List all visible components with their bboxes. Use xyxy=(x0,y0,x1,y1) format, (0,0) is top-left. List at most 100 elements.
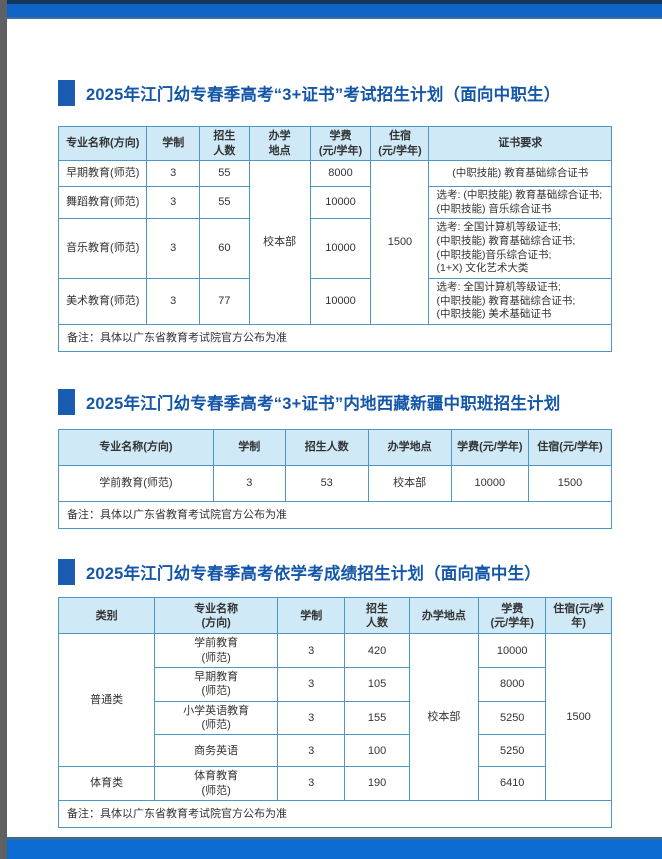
cell-tuition: 10000 xyxy=(309,185,372,220)
cell-years: 3 xyxy=(212,465,286,503)
cell-dorm-merged: 1500 xyxy=(545,633,612,801)
cell-years: 3 xyxy=(146,160,200,187)
cell-enrollment: 77 xyxy=(199,277,250,325)
header-cell-years: 学制 xyxy=(146,126,200,161)
table-header-row: 专业名称(方向) 学制 招生人数 办学地点 学费(元/学年) 住宿(元/学年) xyxy=(58,429,612,467)
cell-enrollment: 190 xyxy=(344,766,410,801)
cell-campus-merged: 校本部 xyxy=(248,160,311,325)
cell-major: 早期教育 (师范) xyxy=(154,667,278,702)
cell-tuition: 8000 xyxy=(309,160,372,187)
table-header-row: 类别 专业名称 (方向) 学制 招生 人数 办学地点 学费 (元/学年) 住宿(… xyxy=(57,597,612,635)
cell-certificates: 选考: 全国计算机等级证书; (中职技能) 教育基础综合证书; (中职技能) 美… xyxy=(428,277,612,325)
cell-tuition: 10000 xyxy=(450,465,530,503)
table-remark-row: 备注：具体以广东省教育考试院官方公布为准 xyxy=(58,501,612,530)
header-cell-major: 专业名称(方向) xyxy=(57,126,148,161)
cell-years: 3 xyxy=(146,185,200,220)
cell-certificates: 选考: 全国计算机等级证书; (中职技能) 教育基础综合证书; (中职技能)音乐… xyxy=(428,218,612,279)
cell-tuition: 5250 xyxy=(478,700,547,736)
table-header-row: 专业名称(方向) 学制 招生 人数 办学 地点 学费 (元/学年) 住宿 (元/… xyxy=(57,126,612,161)
cell-enrollment: 155 xyxy=(344,700,410,736)
cell-years: 3 xyxy=(276,700,346,736)
top-blue-bar xyxy=(0,4,662,17)
cell-campus-merged: 校本部 xyxy=(408,633,480,801)
table-row: 体育类 体育教育 (师范) 3 190 6410 xyxy=(57,766,612,801)
header-cell-campus: 办学地点 xyxy=(367,429,452,467)
cell-major: 学前教育 (师范) xyxy=(154,633,278,669)
cell-enrollment: 100 xyxy=(344,734,410,768)
header-cell-enrollment: 招生 人数 xyxy=(199,126,250,161)
header-cell-tuition: 学费 (元/学年) xyxy=(309,126,372,161)
cell-enrollment: 53 xyxy=(284,465,369,503)
cell-tuition: 10000 xyxy=(478,633,547,669)
cell-dorm-merged: 1500 xyxy=(370,160,430,325)
table-row: 早期教育(师范) 3 55 校本部 8000 1500 (中职技能) 教育基础综… xyxy=(57,160,612,325)
section2-table: 专业名称(方向) 学制 招生人数 办学地点 学费(元/学年) 住宿(元/学年) … xyxy=(58,429,612,530)
cell-major: 体育教育 (师范) xyxy=(154,766,278,801)
header-cell-years: 学制 xyxy=(212,429,286,467)
top-blue-edge xyxy=(0,17,662,19)
cell-major: 美术教育(师范) xyxy=(57,277,148,325)
header-cell-major: 专业名称 (方向) xyxy=(154,597,278,635)
table-row: 普通类 学前教育 (师范) 3 420 校本部 10000 1500 xyxy=(57,633,612,801)
section1-title-row: 2025年江门幼专春季高考“3+证书”考试招生计划（面向中职生） xyxy=(58,78,612,108)
cell-category-general: 普通类 xyxy=(57,633,156,768)
remark-cell: 备注：具体以广东省教育考试院官方公布为准 xyxy=(58,799,612,829)
header-cell-enrollment: 招生 人数 xyxy=(344,597,410,635)
cell-enrollment: 105 xyxy=(344,667,410,702)
cell-major: 音乐教育(师范) xyxy=(57,218,148,279)
table-remark-row: 备注：具体以广东省教育考试院官方公布为准 xyxy=(58,799,612,829)
top-navy-line xyxy=(0,0,662,4)
cell-major: 舞蹈教育(师范) xyxy=(57,185,148,220)
table-row: 音乐教育(师范) 3 60 10000 选考: 全国计算机等级证书; (中职技能… xyxy=(57,218,612,279)
blue-square-bullet xyxy=(58,80,75,106)
section3-title: 2025年江门幼专春季高考依学考成绩招生计划（面向高中生） xyxy=(86,565,542,584)
bottom-blue-edge xyxy=(0,837,662,840)
header-cell-dorm: 住宿(元/学年) xyxy=(528,429,612,467)
table-row: 美术教育(师范) 3 77 10000 选考: 全国计算机等级证书; (中职技能… xyxy=(57,277,612,325)
table-row: 商务英语 3 100 5250 xyxy=(59,734,612,768)
cell-enrollment: 60 xyxy=(199,218,250,279)
page-bottom-banner xyxy=(0,837,662,859)
cell-certificates: (中职技能) 教育基础综合证书 xyxy=(428,160,612,187)
cell-certificates: 选考: (中职技能) 教育基础综合证书; (中职技能) 音乐综合证书 xyxy=(428,185,612,220)
section2-title-row: 2025年江门幼专春季高考“3+证书”内地西藏新疆中职班招生计划 xyxy=(58,387,612,417)
cell-enrollment: 420 xyxy=(344,633,410,669)
cell-years: 3 xyxy=(146,218,200,279)
cell-campus: 校本部 xyxy=(367,465,452,503)
bottom-blue-bar xyxy=(0,840,662,859)
section2-title: 2025年江门幼专春季高考“3+证书”内地西藏新疆中职班招生计划 xyxy=(86,395,561,414)
blue-square-bullet xyxy=(58,389,75,416)
cell-years: 3 xyxy=(276,766,346,801)
page-left-edge-strip xyxy=(0,0,7,859)
cell-major: 早期教育(师范) xyxy=(57,160,148,187)
cell-enrollment: 55 xyxy=(199,160,250,187)
table-row: 早期教育 (师范) 3 105 8000 xyxy=(59,667,612,702)
cell-years: 3 xyxy=(276,667,346,702)
header-cell-certificates: 证书要求 xyxy=(428,126,612,161)
table-row: 舞蹈教育(师范) 3 55 10000 选考: (中职技能) 教育基础综合证书;… xyxy=(57,185,612,220)
header-cell-dorm: 住宿 (元/学年) xyxy=(370,126,430,161)
header-cell-enrollment: 招生人数 xyxy=(284,429,369,467)
cell-category-sports: 体育类 xyxy=(57,766,156,801)
cell-years: 3 xyxy=(276,633,346,669)
section3-table: 类别 专业名称 (方向) 学制 招生 人数 办学地点 学费 (元/学年) 住宿(… xyxy=(57,597,612,829)
header-cell-category: 类别 xyxy=(57,597,156,635)
section3-title-row: 2025年江门幼专春季高考依学考成绩招生计划（面向高中生） xyxy=(58,557,612,587)
header-cell-dorm: 住宿(元/学年) xyxy=(545,597,612,635)
blue-square-bullet xyxy=(58,559,75,586)
header-cell-tuition: 学费(元/学年) xyxy=(450,429,530,467)
cell-enrollment: 55 xyxy=(199,185,250,220)
remark-cell: 备注：具体以广东省教育考试院官方公布为准 xyxy=(58,323,612,353)
cell-major: 小学英语教育 (师范) xyxy=(154,700,278,736)
cell-dorm: 1500 xyxy=(528,465,612,503)
cell-major: 学前教育(师范) xyxy=(58,465,214,503)
header-cell-tuition: 学费 (元/学年) xyxy=(478,597,547,635)
document-content: 2025年江门幼专春季高考“3+证书”考试招生计划（面向中职生） 专业名称(方向… xyxy=(57,78,612,829)
cell-tuition: 10000 xyxy=(309,218,372,279)
cell-tuition: 6410 xyxy=(478,766,547,801)
section1-title: 2025年江门幼专春季高考“3+证书”考试招生计划（面向中职生） xyxy=(86,86,561,104)
cell-tuition: 10000 xyxy=(309,277,372,325)
table-remark-row: 备注：具体以广东省教育考试院官方公布为准 xyxy=(58,323,612,353)
section1-table: 专业名称(方向) 学制 招生 人数 办学 地点 学费 (元/学年) 住宿 (元/… xyxy=(57,126,612,353)
